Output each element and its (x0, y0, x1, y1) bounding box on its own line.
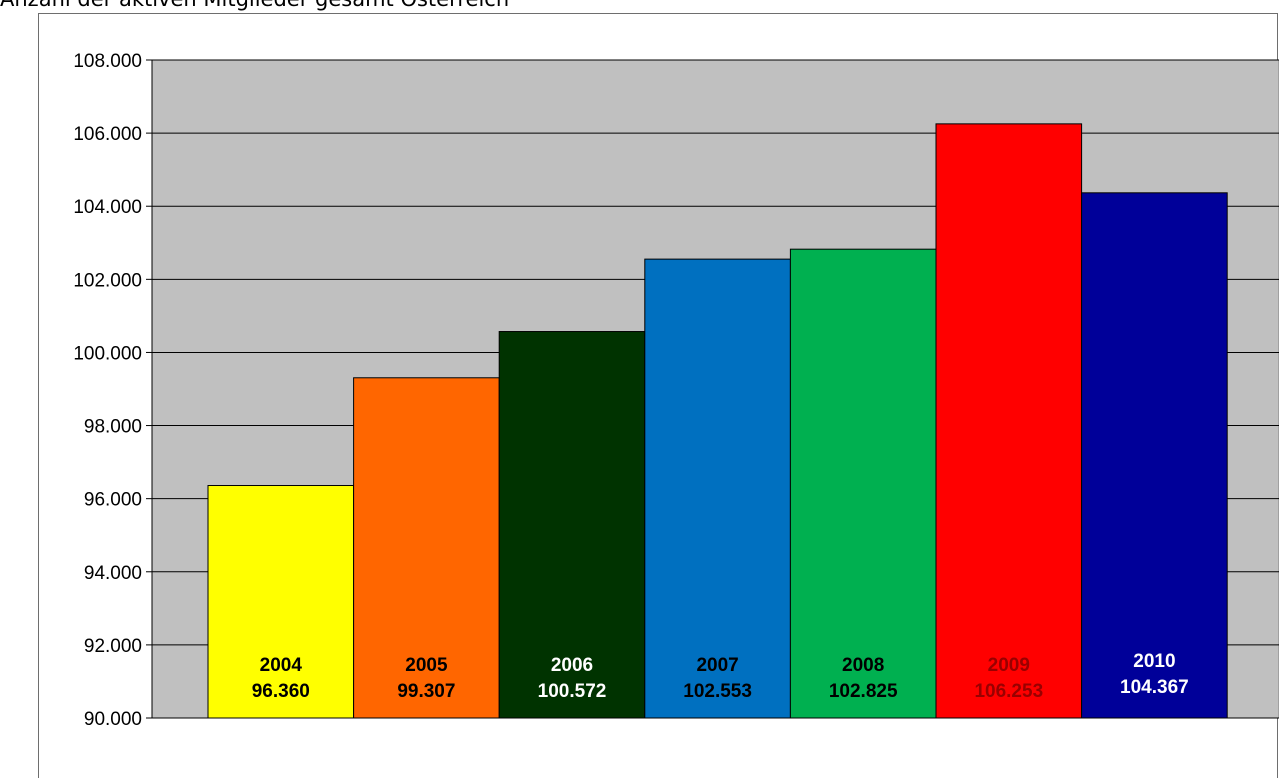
y-tick-label: 104.000 (73, 197, 142, 218)
bar-category-label: 2008 (842, 655, 884, 676)
bar-labels: 2004 96.360 2005 99.307 2006 100.572 2007 102.5… (252, 651, 1189, 702)
bar-chart: 90.000 92.000 94.000 96.000 98.000 100.000 102… (73, 51, 1279, 730)
y-tick-label: 94.000 (84, 563, 142, 584)
bars (207, 123, 1228, 719)
bar-2010 (1081, 192, 1228, 719)
bar-category-label: 2009 (988, 655, 1030, 676)
bar-value-label: 106.253 (974, 681, 1043, 702)
y-tick-label: 102.000 (73, 270, 142, 291)
bar-2005 (353, 377, 500, 719)
chart-title: Anzahl der aktiven Mitglieder gesamt Öst… (0, 0, 509, 11)
bar-value-label: 102.825 (829, 681, 898, 702)
y-tick-label: 98.000 (84, 417, 142, 438)
bar-2004 (207, 485, 355, 719)
bar-category-label: 2010 (1133, 651, 1175, 672)
y-tick-label: 92.000 (84, 636, 142, 657)
bar-value-label: 96.360 (252, 681, 310, 702)
y-tick-label: 108.000 (73, 51, 142, 72)
bar-value-label: 99.307 (397, 681, 455, 702)
bar-value-label: 100.572 (538, 681, 607, 702)
bar-2007 (644, 258, 791, 719)
y-tick-label: 106.000 (73, 124, 142, 145)
y-tick-label: 96.000 (84, 490, 142, 511)
bar-category-label: 2005 (405, 655, 448, 676)
y-tick-label: 100.000 (73, 343, 142, 364)
bar-2008 (789, 248, 937, 719)
bar-2009 (935, 123, 1083, 719)
bar-category-label: 2007 (696, 655, 738, 676)
bar-2006 (498, 331, 646, 719)
y-axis-ticks: 90.000 92.000 94.000 96.000 98.000 100.000 102… (73, 51, 153, 730)
bar-value-label: 102.553 (683, 681, 752, 702)
bar-category-label: 2004 (260, 655, 303, 676)
bar-category-label: 2006 (551, 655, 593, 676)
y-tick-label: 90.000 (84, 709, 142, 730)
bar-value-label: 104.367 (1120, 677, 1189, 698)
chart-frame: 90.000 92.000 94.000 96.000 98.000 100.000 102… (38, 13, 1279, 778)
